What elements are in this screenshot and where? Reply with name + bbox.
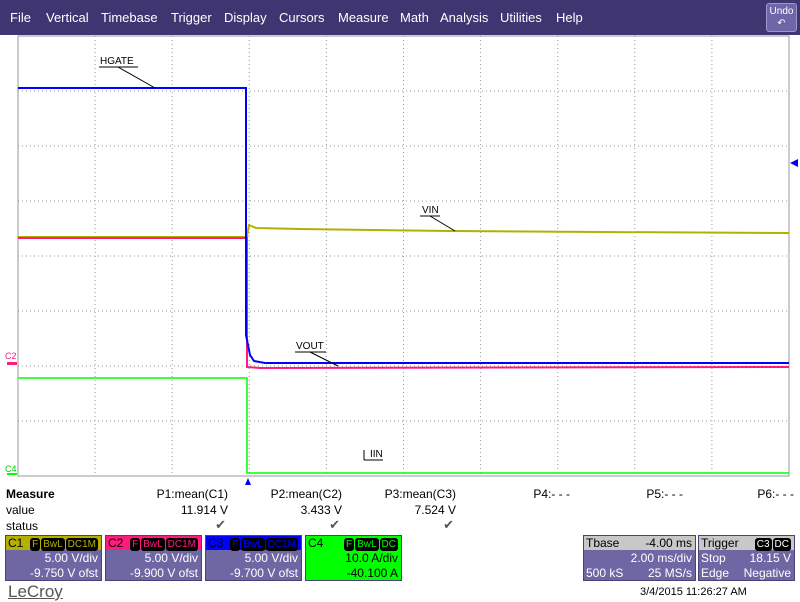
marker-c2[interactable]: C2 <box>5 351 17 361</box>
menu-analysis[interactable]: Analysis <box>440 10 489 25</box>
trace-c4-iin <box>18 377 789 474</box>
channel-tag: BwL <box>241 538 265 551</box>
timebase-scale: 2.00 ms/div <box>630 551 692 565</box>
channel-name: C1 <box>8 536 24 550</box>
channel-tag: DC1M <box>65 538 98 551</box>
channel-scale: 10.0 A/div <box>345 551 398 565</box>
param-status-check-icon: ✔ <box>443 517 454 532</box>
channel-tag: BwL <box>355 538 379 551</box>
channel-tag: BwL <box>41 538 65 551</box>
channel-name: C4 <box>308 536 324 550</box>
timebase-label: Tbase <box>586 536 620 550</box>
trigger-mode: Stop <box>701 551 726 565</box>
param-name[interactable]: P1:mean(C1) <box>156 487 228 501</box>
channel-tag: F <box>30 538 41 551</box>
channel-tag: DC1M <box>265 538 298 551</box>
menu-math[interactable]: Math <box>400 10 429 25</box>
timestamp: 3/4/2015 11:26:27 AM <box>640 586 747 598</box>
lecroy-logo: LeCroy <box>8 582 63 601</box>
value-label: value <box>6 503 35 517</box>
menu-measure[interactable]: Measure <box>338 10 389 25</box>
param-value: 3.433 V <box>300 503 342 517</box>
trigger-level: 18.15 V <box>749 551 791 565</box>
param-status-check-icon: ✔ <box>215 517 226 532</box>
channel-name: C2 <box>108 536 124 550</box>
menu-timebase[interactable]: Timebase <box>101 10 158 25</box>
param-name[interactable]: P3:mean(C3) <box>384 487 456 501</box>
menu-display[interactable]: Display <box>224 10 267 25</box>
timebase-rate: 25 MS/s <box>647 566 692 580</box>
trigger-box[interactable]: Trigger C3 DC Stop 18.15 V Edge Negative <box>698 535 795 581</box>
status-label: status <box>6 519 39 533</box>
channel-tag: F <box>130 538 141 551</box>
menu-help[interactable]: Help <box>556 10 583 25</box>
trigger-label: Trigger <box>701 536 739 550</box>
trigger-level-marker-icon[interactable] <box>790 159 798 167</box>
undo-button[interactable]: Undo ↶ <box>766 3 797 32</box>
channel-tag: F <box>230 538 241 551</box>
trigger-slope: Negative <box>743 566 791 580</box>
trace-c3-hgate <box>18 87 789 364</box>
channel-tag: BwL <box>141 538 165 551</box>
channel-scale: 5.00 V/div <box>144 551 198 565</box>
timebase-samples: 500 kS <box>586 566 624 580</box>
trigger-source-tag: C3 <box>754 538 772 551</box>
channel-tag: DC1M <box>165 538 198 551</box>
marker-c4[interactable]: C4 <box>5 464 17 474</box>
param-value: 7.524 V <box>414 503 456 517</box>
menu-vertical[interactable]: Vertical <box>46 10 89 25</box>
timebase-box[interactable]: Tbase -4.00 ms 2.00 ms/div 500 kS 25 MS/s <box>583 535 696 581</box>
waveform-display[interactable]: HGATE VIN VOUT IIN C2 C4 <box>0 35 800 487</box>
timebase-delay: -4.00 ms <box>645 536 692 550</box>
label-vout: VOUT <box>296 341 324 352</box>
param-name[interactable]: P6:- - - <box>757 487 794 501</box>
trigger-position-marker-icon[interactable] <box>245 478 251 485</box>
label-hgate: HGATE <box>100 56 134 67</box>
trace-c2 <box>18 237 790 370</box>
channel-scale: 5.00 V/div <box>244 551 298 565</box>
channel-box-c1[interactable]: C1 F BwL DC1M 5.00 V/div -9.750 V ofst <box>5 535 102 581</box>
param-name[interactable]: P5:- - - <box>646 487 683 501</box>
param-name[interactable]: P4:- - - <box>533 487 570 501</box>
channel-box-c3[interactable]: C3 F BwL DC1M 5.00 V/div -9.700 V ofst <box>205 535 302 581</box>
graticule <box>18 36 789 476</box>
trigger-type: Edge <box>701 566 730 580</box>
menu-file[interactable]: File <box>10 10 31 25</box>
trigger-coupling-tag: DC <box>772 538 791 551</box>
channel-box-c4[interactable]: C4 F BwL DC 10.0 A/div -40.100 A <box>305 535 402 581</box>
graticule-border <box>17 35 790 477</box>
channel-name: C3 <box>208 536 224 550</box>
undo-icon: ↶ <box>777 18 786 29</box>
menu-utilities[interactable]: Utilities <box>500 10 542 25</box>
channel-scale: 5.00 V/div <box>44 551 98 565</box>
channel-tag: F <box>343 538 355 551</box>
channel-offset: -40.100 A <box>346 566 398 580</box>
channel-tag: DC <box>379 538 398 551</box>
menu-bar: File Vertical Timebase Trigger Display C… <box>0 0 800 35</box>
param-name[interactable]: P2:mean(C2) <box>270 487 342 501</box>
channel-offset: -9.900 V ofst <box>129 566 198 580</box>
param-value: 11.914 V <box>180 503 228 517</box>
undo-label: Undo <box>769 6 794 17</box>
param-status-check-icon: ✔ <box>329 517 340 532</box>
menu-cursors[interactable]: Cursors <box>279 10 325 25</box>
menu-trigger[interactable]: Trigger <box>171 10 212 25</box>
label-iin: IIN <box>370 449 383 460</box>
label-vin: VIN <box>422 205 439 216</box>
measure-title: Measure <box>6 487 55 501</box>
channel-box-c2[interactable]: C2 F BwL DC1M 5.00 V/div -9.900 V ofst <box>105 535 202 581</box>
trace-c1-vin <box>18 223 790 238</box>
channel-offset: -9.700 V ofst <box>229 566 298 580</box>
channel-offset: -9.750 V ofst <box>29 566 98 580</box>
